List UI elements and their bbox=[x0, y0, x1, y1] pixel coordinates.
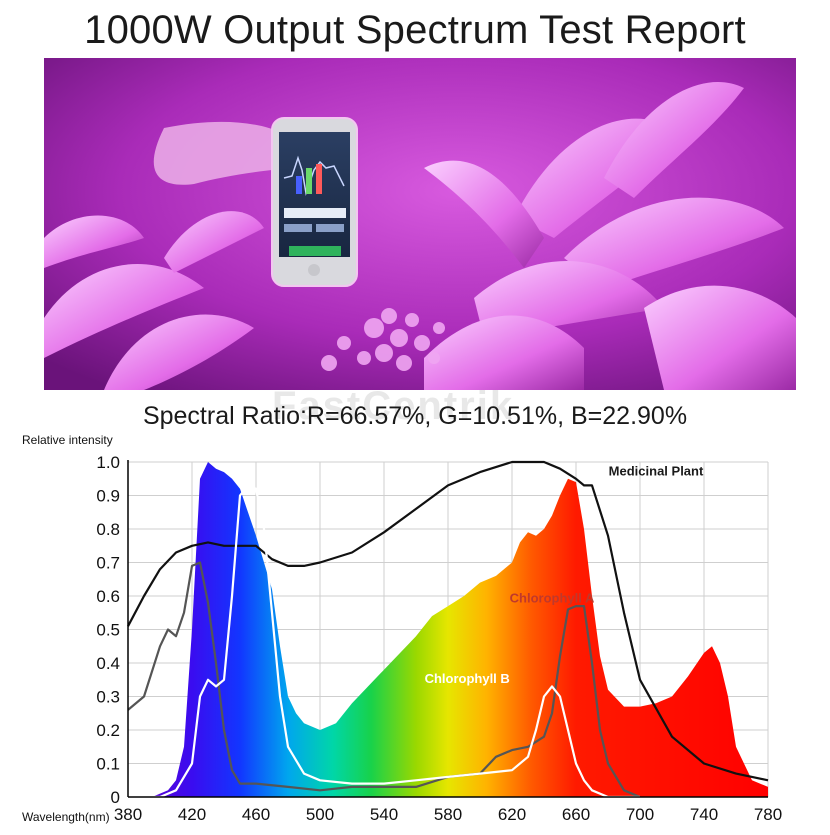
lily-flowers-left bbox=[44, 211, 264, 390]
y-axis-label: Relative intensity bbox=[22, 433, 113, 447]
series-annotation-label: Chlorophyll B bbox=[425, 671, 510, 686]
spectrum-fill bbox=[128, 462, 768, 797]
x-tick-label: 380 bbox=[114, 805, 142, 824]
axis-labels: 380 420 460 500 540 580 620 660 700 740 780 0 0.1 0.2… bbox=[22, 433, 782, 824]
y-tick-label: 0.8 bbox=[96, 520, 120, 539]
spectrum-chart: Medicinal Plant Chlorophyll A Chlorophyll … bbox=[0, 425, 830, 830]
spectral-ratio-text: Spectral Ratio:R=66.57%, G=10.51%, B=22.… bbox=[142, 402, 688, 430]
x-tick-label: 500 bbox=[306, 805, 334, 824]
small-flower-cluster bbox=[321, 308, 445, 371]
x-tick-label: 420 bbox=[178, 805, 206, 824]
y-tick-label: 0 bbox=[111, 788, 120, 807]
y-tick-label: 0.6 bbox=[96, 587, 120, 606]
lily-flowers bbox=[424, 82, 796, 390]
watermark: FastCentrik bbox=[272, 384, 515, 428]
series-chlorophyll-a-line bbox=[127, 561, 641, 799]
spectrum-chart-svg: Medicinal Plant Chlorophyll A Chlorophyll … bbox=[22, 433, 782, 824]
hand-shape bbox=[153, 121, 294, 185]
x-tick-label: 540 bbox=[370, 805, 398, 824]
page-title: 1000W Output Spectrum Test Report bbox=[84, 8, 746, 52]
x-tick-label: 660 bbox=[562, 805, 590, 824]
y-tick-label: 0.4 bbox=[96, 654, 120, 673]
x-tick-label: 620 bbox=[498, 805, 526, 824]
x-axis-label: Wavelength(nm) bbox=[22, 810, 110, 824]
phone-spectrometer-photo bbox=[44, 58, 796, 390]
x-tick-label: 460 bbox=[242, 805, 270, 824]
y-tick-label: 0.5 bbox=[96, 621, 120, 640]
x-tick-label: 780 bbox=[754, 805, 782, 824]
series-annotation-label: Chlorophyll A bbox=[510, 591, 595, 606]
x-tick-label: 580 bbox=[434, 805, 462, 824]
x-tick-label: 740 bbox=[690, 805, 718, 824]
curves: Medicinal Plant Chlorophyll A Chlorophyll … bbox=[127, 460, 769, 799]
y-tick-label: 0.9 bbox=[96, 487, 120, 506]
x-tick-label: 700 bbox=[626, 805, 654, 824]
y-tick-label: 0.1 bbox=[96, 755, 120, 774]
axes bbox=[127, 460, 768, 798]
y-tick-label: 0.2 bbox=[96, 721, 120, 740]
series-chlorophyll-b-line bbox=[128, 484, 640, 799]
photo-illustration bbox=[44, 58, 796, 390]
y-tick-label: 0.7 bbox=[96, 554, 120, 573]
series-annotation-label: Medicinal Plant bbox=[609, 463, 704, 478]
y-tick-label: 0.3 bbox=[96, 688, 120, 707]
series-medicinal-plant-line bbox=[127, 460, 769, 782]
phone-icon bbox=[271, 117, 358, 287]
spectrum-area bbox=[128, 462, 768, 797]
y-tick-label: 1.0 bbox=[96, 453, 120, 472]
